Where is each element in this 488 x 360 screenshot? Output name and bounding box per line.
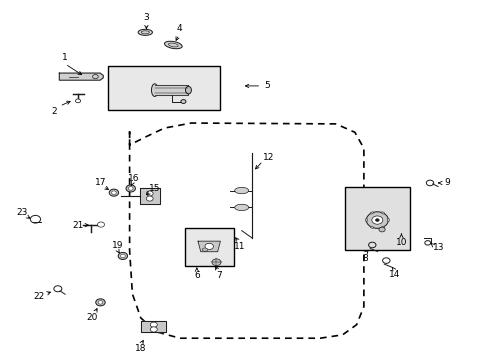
- Text: 5: 5: [264, 81, 269, 90]
- Circle shape: [146, 196, 153, 201]
- Ellipse shape: [369, 212, 373, 214]
- Circle shape: [98, 301, 102, 304]
- Text: 2: 2: [51, 107, 57, 116]
- Circle shape: [375, 219, 378, 221]
- Polygon shape: [198, 241, 220, 252]
- Text: 1: 1: [62, 53, 68, 62]
- Circle shape: [120, 254, 125, 258]
- Text: 12: 12: [263, 153, 274, 162]
- Text: 18: 18: [135, 344, 146, 353]
- Ellipse shape: [380, 226, 384, 228]
- Ellipse shape: [164, 41, 182, 49]
- Polygon shape: [141, 321, 166, 332]
- Bar: [345, 187, 409, 249]
- Circle shape: [98, 222, 104, 227]
- Ellipse shape: [234, 188, 248, 194]
- Ellipse shape: [369, 226, 373, 228]
- Circle shape: [126, 185, 135, 192]
- Ellipse shape: [380, 212, 384, 214]
- Text: 22: 22: [33, 292, 44, 301]
- Text: 4: 4: [176, 24, 182, 33]
- Text: 16: 16: [128, 174, 140, 183]
- Ellipse shape: [181, 100, 185, 103]
- Text: 15: 15: [149, 184, 160, 193]
- Polygon shape: [140, 188, 160, 204]
- Text: 13: 13: [432, 243, 444, 252]
- Text: 11: 11: [234, 242, 245, 251]
- Text: 8: 8: [362, 255, 367, 264]
- Circle shape: [366, 212, 387, 228]
- Ellipse shape: [365, 219, 367, 221]
- Text: 7: 7: [216, 271, 222, 280]
- Text: 19: 19: [111, 241, 123, 250]
- Text: 3: 3: [143, 13, 149, 22]
- Circle shape: [378, 227, 385, 232]
- Circle shape: [150, 322, 157, 327]
- Text: 9: 9: [443, 179, 449, 188]
- Ellipse shape: [234, 204, 248, 211]
- Ellipse shape: [138, 29, 152, 35]
- Bar: [108, 66, 220, 111]
- Circle shape: [150, 327, 157, 332]
- Circle shape: [109, 189, 119, 196]
- Ellipse shape: [185, 86, 191, 94]
- Text: 20: 20: [86, 312, 98, 321]
- Text: 14: 14: [387, 270, 399, 279]
- Circle shape: [96, 299, 105, 306]
- Ellipse shape: [151, 84, 158, 96]
- Circle shape: [204, 243, 213, 249]
- Ellipse shape: [202, 248, 207, 251]
- Circle shape: [92, 75, 98, 79]
- Circle shape: [111, 191, 116, 194]
- Bar: [184, 228, 233, 266]
- Text: 17: 17: [95, 177, 106, 186]
- Text: 23: 23: [16, 208, 28, 217]
- Circle shape: [146, 191, 153, 196]
- Circle shape: [128, 187, 133, 190]
- Text: 21: 21: [72, 221, 83, 230]
- Polygon shape: [59, 73, 103, 80]
- Polygon shape: [155, 85, 188, 95]
- Circle shape: [118, 252, 127, 260]
- Circle shape: [75, 99, 81, 103]
- Text: 10: 10: [395, 238, 407, 247]
- Text: 6: 6: [194, 271, 199, 280]
- Ellipse shape: [386, 219, 389, 221]
- Circle shape: [371, 216, 382, 224]
- Circle shape: [212, 259, 221, 266]
